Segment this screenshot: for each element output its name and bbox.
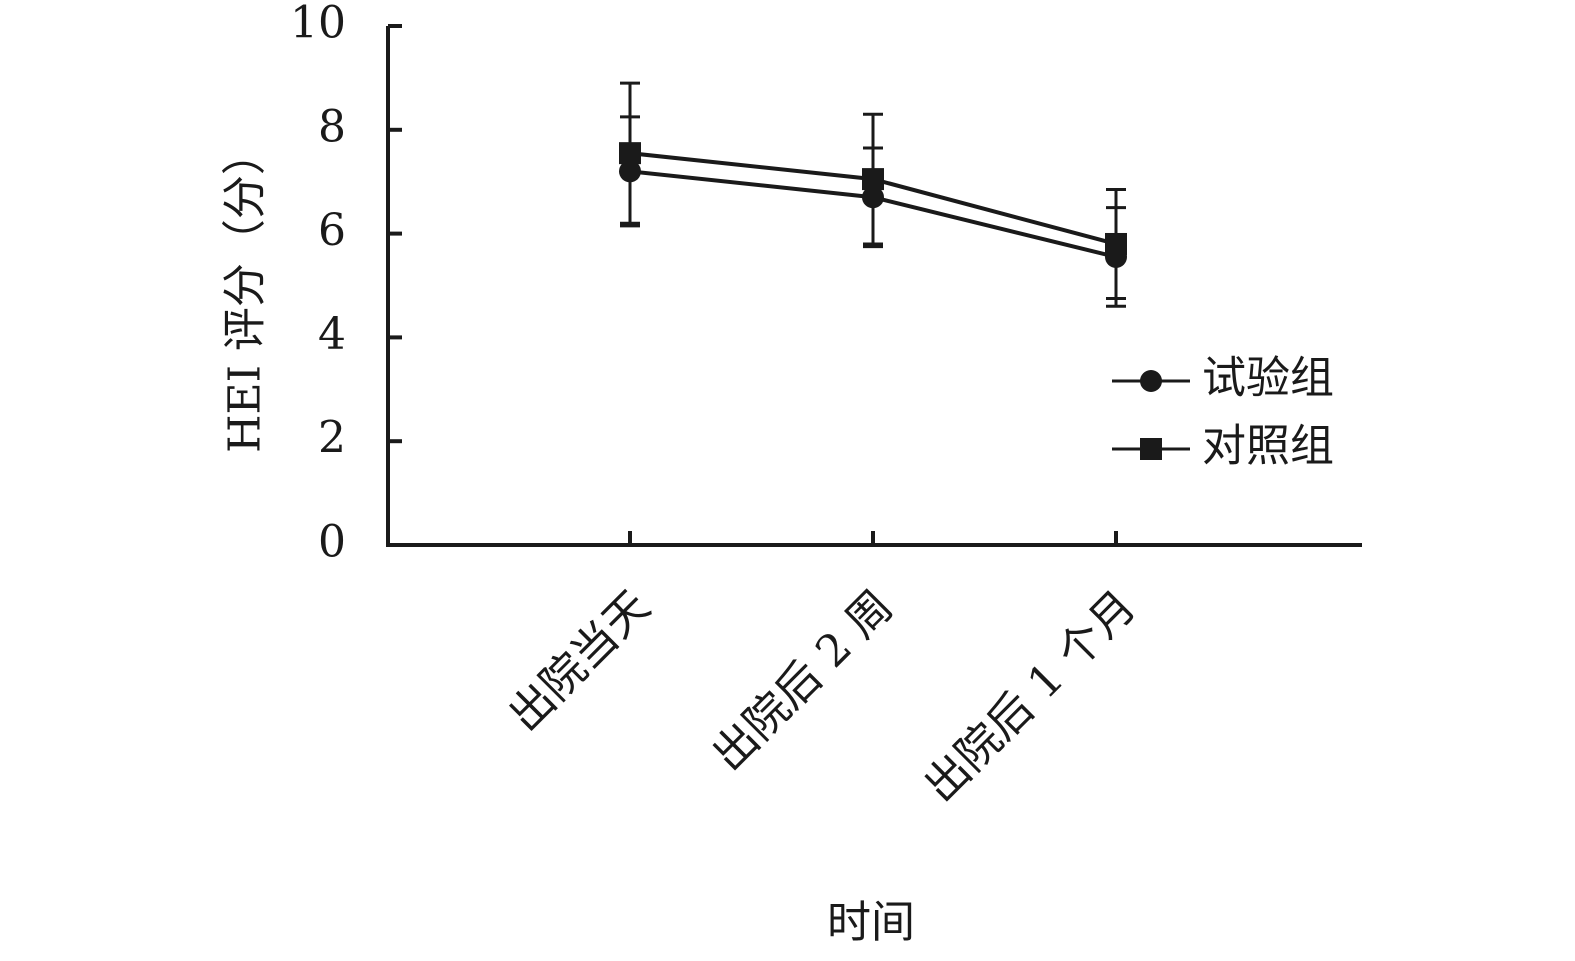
x-axis-title: 时间 [827, 897, 915, 948]
y-tick-label: 4 [318, 309, 346, 360]
legend-item: 对照组 [1112, 421, 1334, 472]
data-point-square [619, 142, 641, 165]
x-tick-label: 出院后 2 周 [703, 581, 903, 781]
legend-marker-square [1140, 438, 1162, 460]
plot-area: 0 2 4 6 8 10 出院当天 出院后 2 周出院后 1 个月 [290, 0, 1362, 812]
y-ticks: 0 2 4 6 8 10 [290, 0, 402, 568]
series-square [619, 81, 1127, 300]
data-point-square [1105, 232, 1127, 255]
x-tick-label: 出院后 1 个月 [915, 581, 1146, 812]
y-tick-label: 6 [318, 205, 346, 256]
y-tick-label: 2 [318, 413, 346, 464]
legend-label: 试验组 [1202, 353, 1334, 404]
y-tick-label: 0 [318, 517, 346, 568]
y-tick-label: 8 [318, 101, 346, 152]
y-axis-title: HEI 评分（分） [220, 131, 271, 453]
series-layer [619, 81, 1127, 308]
x-ticks: 出院当天 出院后 2 周出院后 1 个月 [499, 531, 1146, 812]
x-tick-label: 出院当天 [499, 581, 660, 742]
legend-marker-circle [1140, 370, 1162, 392]
legend-item: 试验组 [1112, 353, 1334, 404]
y-tick-label: 10 [290, 0, 346, 49]
legend-label: 对照组 [1202, 421, 1334, 472]
data-point-square [862, 168, 884, 191]
